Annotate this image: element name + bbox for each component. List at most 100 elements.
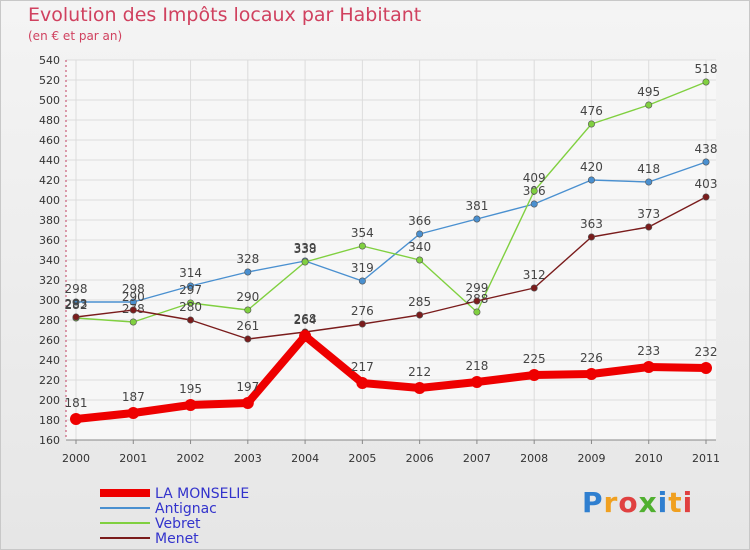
data-label: 438 xyxy=(695,142,718,156)
data-point xyxy=(413,382,426,394)
series-menet: 283 290 280 261 268 276 285 299 312 363 373 403 xyxy=(65,177,717,343)
data-point xyxy=(358,277,366,285)
data-point xyxy=(587,120,595,128)
data-point xyxy=(700,362,712,374)
data-label: 363 xyxy=(580,217,603,231)
data-point xyxy=(645,101,653,109)
data-point xyxy=(473,297,481,305)
data-label: 212 xyxy=(408,365,431,379)
series-lines: 2982983143283393193663813964204184382822… xyxy=(65,62,718,425)
data-point xyxy=(585,368,598,380)
series-antignac: 298298314328339319366381396420418438 xyxy=(65,142,718,306)
legend-entry: Menet xyxy=(155,531,199,547)
data-label: 409 xyxy=(523,171,546,185)
data-point xyxy=(244,306,252,314)
data-point xyxy=(356,377,369,389)
y-tick-label: 280 xyxy=(39,314,60,327)
data-point xyxy=(358,242,366,250)
data-label: 373 xyxy=(637,207,660,221)
x-tick-label: 2005 xyxy=(348,452,376,465)
data-point xyxy=(645,223,653,231)
y-tick-label: 300 xyxy=(39,294,60,307)
data-point xyxy=(244,268,252,276)
data-label: 314 xyxy=(179,266,202,280)
data-label: 297 xyxy=(179,283,202,297)
data-label: 197 xyxy=(236,380,259,394)
data-point xyxy=(702,193,710,201)
y-tick-label: 480 xyxy=(39,114,60,127)
data-point xyxy=(127,407,140,419)
data-point xyxy=(473,215,481,223)
data-point xyxy=(358,320,366,328)
data-point xyxy=(473,308,481,316)
data-label: 181 xyxy=(65,396,88,410)
logo-letter: x xyxy=(638,486,658,519)
grid xyxy=(66,59,716,441)
legend-entry: LA MONSELIE xyxy=(155,486,249,502)
data-label: 276 xyxy=(351,304,374,318)
data-label: 290 xyxy=(122,290,145,304)
data-point xyxy=(72,313,80,321)
data-point xyxy=(70,413,82,425)
y-tick-label: 520 xyxy=(39,74,60,87)
data-label: 518 xyxy=(695,62,718,76)
data-point xyxy=(528,369,541,381)
y-tick-label: 200 xyxy=(39,394,60,407)
x-tick-label: 2003 xyxy=(234,452,262,465)
data-point xyxy=(244,335,252,343)
data-point xyxy=(129,298,137,306)
x-tick-label: 2000 xyxy=(62,452,90,465)
data-label: 338 xyxy=(294,242,317,256)
data-label: 218 xyxy=(465,359,488,373)
plot-area xyxy=(66,60,716,440)
logo-letter: i xyxy=(657,486,669,519)
data-label: 476 xyxy=(580,104,603,118)
series-line xyxy=(72,332,710,423)
x-tick-label: 2010 xyxy=(635,452,663,465)
legend-entry: Vebret xyxy=(155,516,201,532)
y-tick-label: 160 xyxy=(39,434,60,447)
data-label: 264 xyxy=(294,313,317,327)
data-point xyxy=(530,284,538,292)
logo-letter: t xyxy=(668,486,683,519)
y-tick-label: 380 xyxy=(39,214,60,227)
data-label: 283 xyxy=(65,297,88,311)
data-point xyxy=(241,397,254,409)
data-point xyxy=(187,299,195,307)
chart-title: Evolution des Impôts locaux par Habitant xyxy=(28,4,422,26)
series-line xyxy=(75,161,707,303)
y-tick-label: 180 xyxy=(39,414,60,427)
data-point xyxy=(645,178,653,186)
x-tick-label: 2011 xyxy=(692,452,720,465)
data-label: 328 xyxy=(236,252,259,266)
data-label: 381 xyxy=(465,199,488,213)
data-point xyxy=(299,330,312,342)
data-label: 366 xyxy=(408,214,431,228)
data-point xyxy=(587,176,595,184)
logo-letter: o xyxy=(618,486,639,519)
y-tick-label: 500 xyxy=(39,94,60,107)
logo-letter: P xyxy=(582,486,604,519)
data-label: 298 xyxy=(65,282,88,296)
y-tick-label: 540 xyxy=(39,54,60,67)
data-point xyxy=(72,298,80,306)
y-tick-label: 440 xyxy=(39,154,60,167)
logo-letter: r xyxy=(603,486,619,519)
x-tick-label: 2006 xyxy=(406,452,434,465)
data-label: 285 xyxy=(408,295,431,309)
data-point xyxy=(301,258,309,266)
data-label: 319 xyxy=(351,261,374,275)
data-label: 495 xyxy=(637,85,660,99)
data-point xyxy=(129,306,137,314)
data-label: 232 xyxy=(695,345,718,359)
data-label: 233 xyxy=(637,344,660,358)
series-line xyxy=(75,196,707,340)
data-label: 280 xyxy=(179,300,202,314)
data-label: 225 xyxy=(523,352,546,366)
data-point xyxy=(587,233,595,241)
series-line xyxy=(75,81,707,323)
data-label: 226 xyxy=(580,351,603,365)
data-label: 339 xyxy=(294,241,317,255)
data-point xyxy=(530,200,538,208)
